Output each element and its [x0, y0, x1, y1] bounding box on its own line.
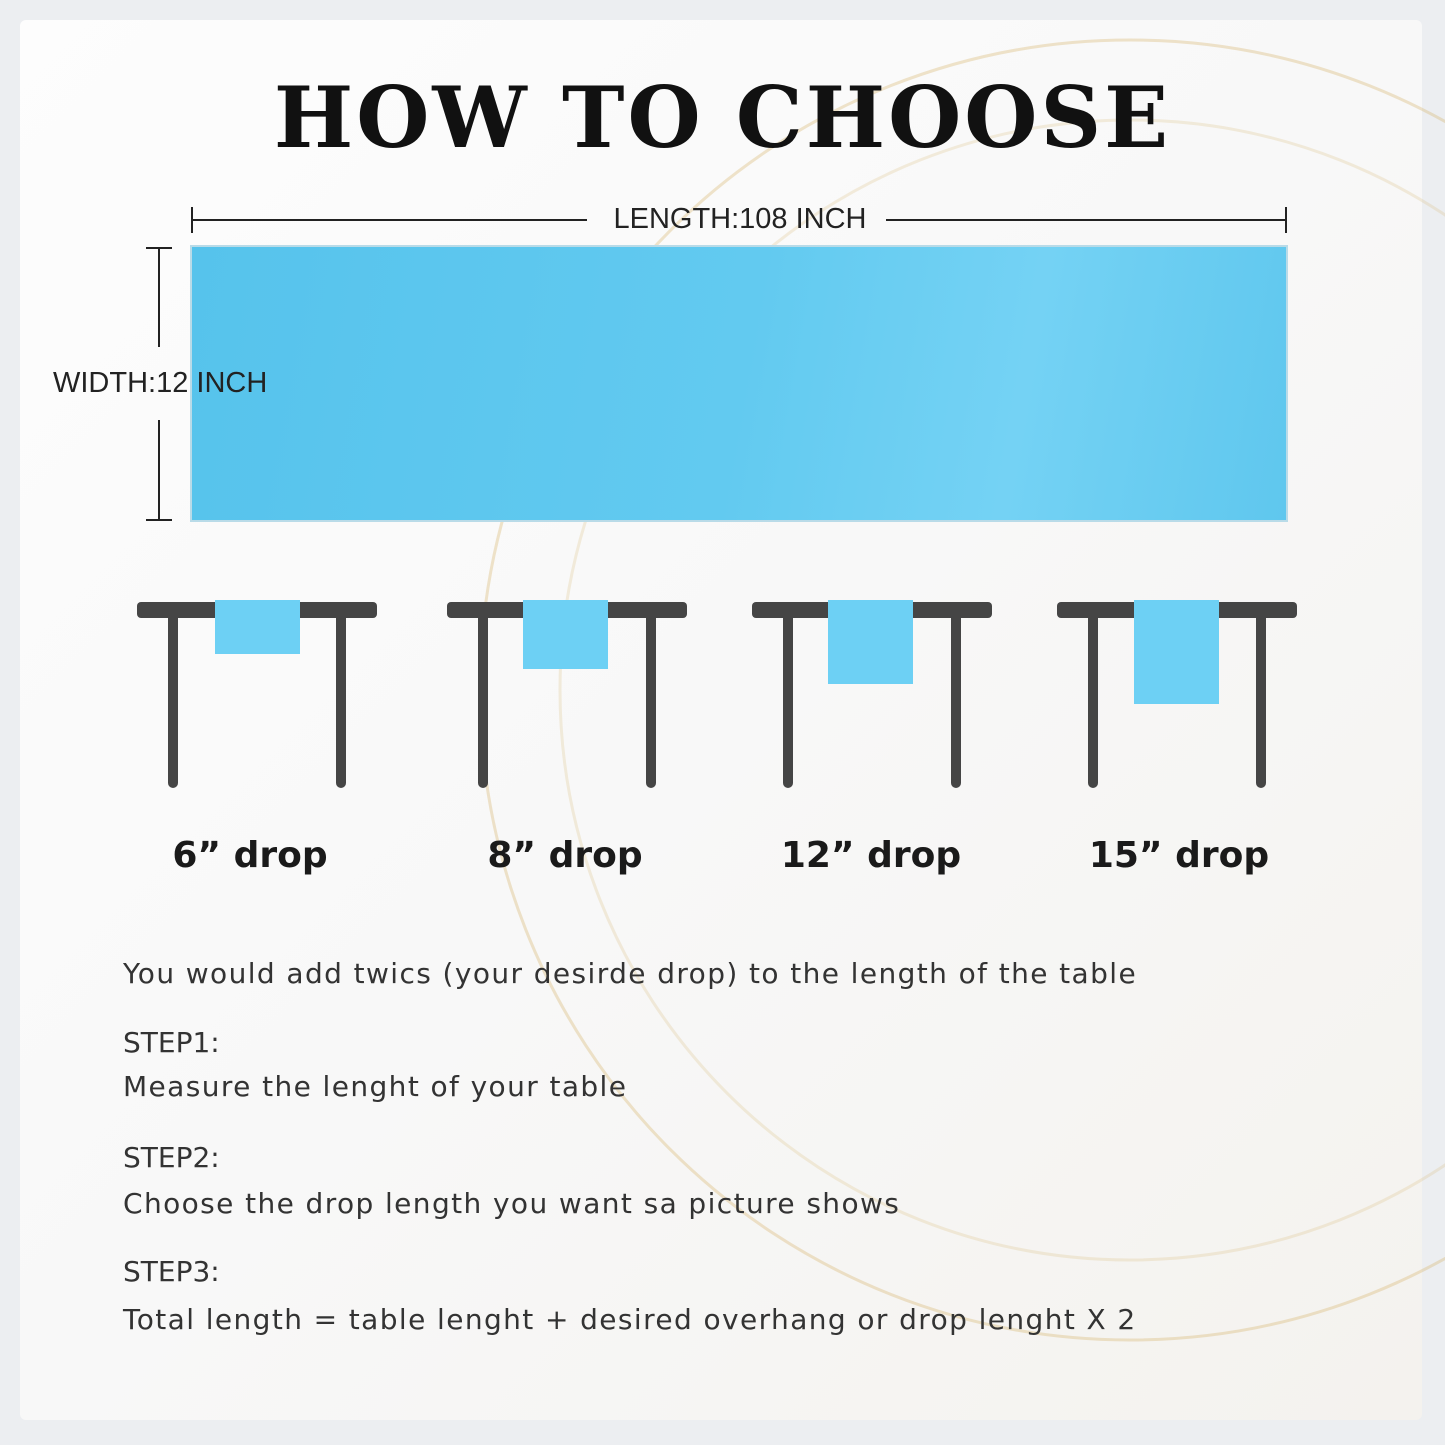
- table-leg: [951, 610, 961, 788]
- runner-drop: [1134, 600, 1219, 704]
- table-leg: [168, 610, 178, 788]
- table-diagram-15: [1057, 600, 1297, 790]
- table-leg: [336, 610, 346, 788]
- intro-text: You would add twics (your desirde drop) …: [123, 957, 1138, 990]
- step2-title: STEP2:: [123, 1141, 220, 1174]
- width-label: WIDTH:12 INCH: [53, 367, 268, 399]
- table-diagram-6: [137, 600, 377, 790]
- table-diagram-12: [752, 600, 992, 790]
- runner-drop: [215, 600, 300, 654]
- table-leg: [1088, 610, 1098, 788]
- width-line-top: [158, 247, 160, 347]
- table-diagram-8: [447, 600, 687, 790]
- table-leg: [478, 610, 488, 788]
- step1-title: STEP1:: [123, 1026, 220, 1059]
- drop-label-12: 12” drop: [780, 835, 962, 876]
- runner-drop: [523, 600, 608, 669]
- length-line-right: [886, 219, 1286, 221]
- length-line-left: [192, 219, 587, 221]
- width-tick-bottom: [146, 519, 172, 521]
- step1-text: Measure the lenght of your table: [123, 1070, 628, 1103]
- step3-title: STEP3:: [123, 1255, 220, 1288]
- length-tick-right: [1285, 207, 1287, 233]
- plate-rim-inner: [558, 118, 1445, 1262]
- step3-text: Total length = table lenght + desired ov…: [123, 1303, 1137, 1336]
- drop-label-6: 6” drop: [172, 835, 328, 876]
- page-title: HOW TO CHOOSE: [273, 68, 1172, 167]
- table-runner: [192, 247, 1286, 520]
- length-label: LENGTH:108 INCH: [613, 203, 867, 235]
- drop-label-15: 15” drop: [1088, 835, 1270, 876]
- drop-label-8: 8” drop: [487, 835, 643, 876]
- table-leg: [1256, 610, 1266, 788]
- step2-text: Choose the drop length you want sa pictu…: [123, 1187, 901, 1220]
- table-leg: [646, 610, 656, 788]
- runner-drop: [828, 600, 913, 684]
- width-line-bottom: [158, 420, 160, 520]
- table-leg: [783, 610, 793, 788]
